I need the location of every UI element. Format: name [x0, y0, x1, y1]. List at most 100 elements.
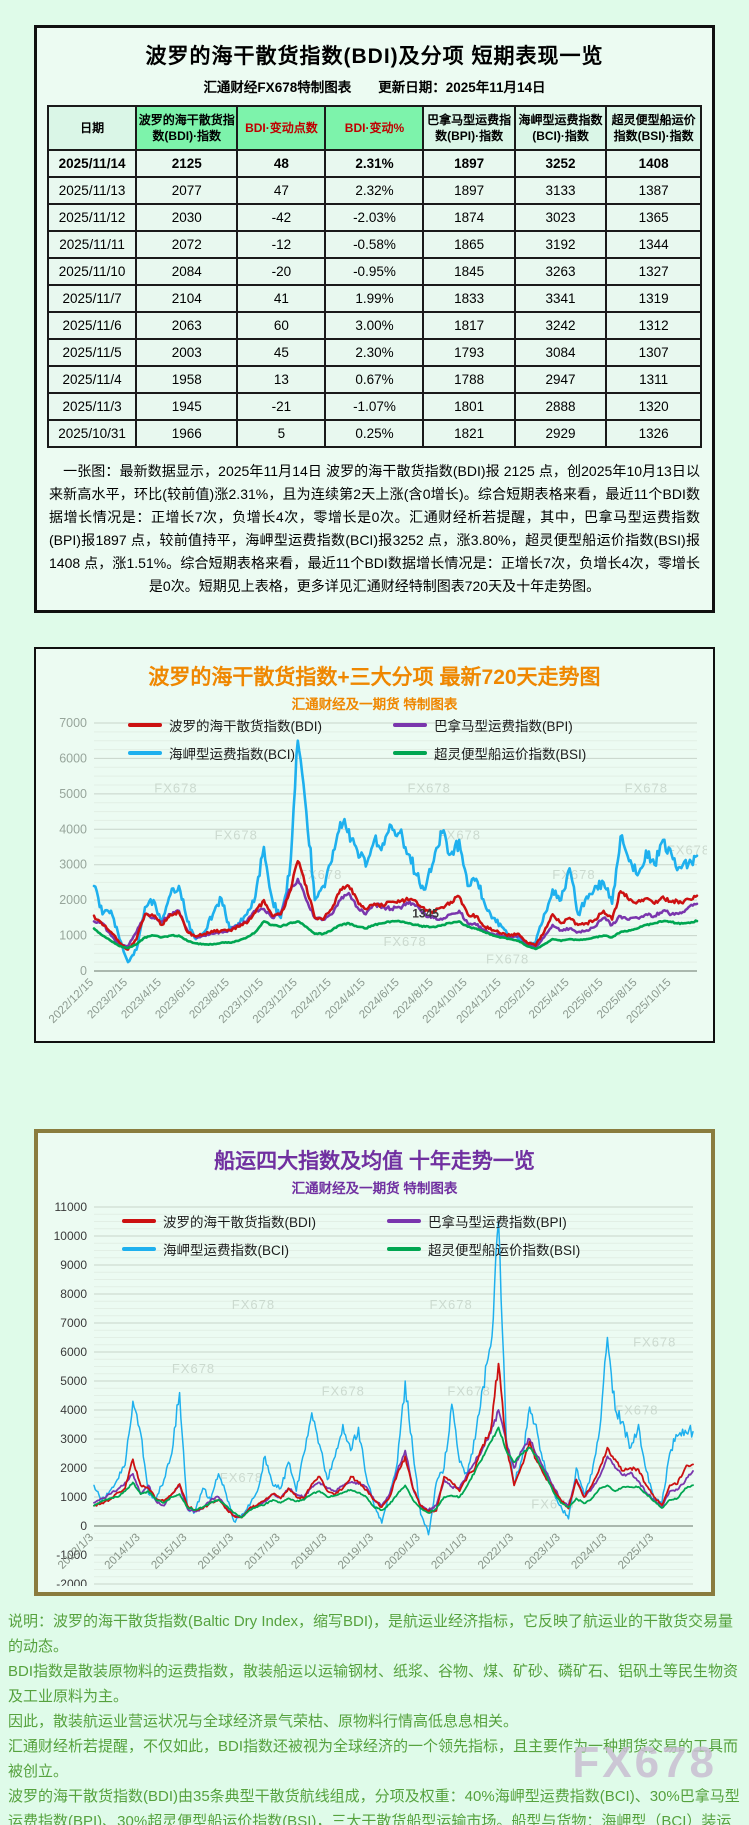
chart-720d-plot: 0 1000 2000 3000 4000 5000 6000 7000 FX678 FX678 F… [47, 717, 707, 1026]
y-tick-label: 3000 [60, 1432, 87, 1446]
table-title: 波罗的海干散货指数(BDI)及分项 短期表现一览 [145, 45, 604, 68]
table-cell: 47 [236, 176, 327, 206]
table-cell: 2929 [513, 419, 608, 449]
table-row: 2025/11/12 2030 -42 -2.03% 1874 3023 1365 [46, 203, 702, 233]
table-cell: 3242 [513, 311, 608, 341]
table-cell: 2025/11/3 [46, 392, 138, 422]
table-row: 2025/11/3 1945 -21 -1.07% 1801 2888 1320 [46, 392, 702, 422]
table-cell: 1793 [422, 338, 516, 368]
x-tick-label: 2023/1/3 [523, 1532, 563, 1572]
table-row: 2025/11/14 2125 48 2.31% 1897 3252 1408 [46, 149, 702, 179]
table-row: 2025/11/4 1958 13 0.67% 1788 2947 1311 [46, 365, 702, 395]
table-cell: 2.31% [324, 149, 425, 179]
column-header: BDI·变动% [324, 104, 425, 152]
column-header: 波罗的海干散货指数(BDI)·指数 [135, 104, 239, 152]
table-cell: 1874 [422, 203, 516, 233]
chart-720d-panel: 波罗的海干散货指数+三大分项 最新720天走势图 汇通财经及一期货 特制图表 波… [34, 647, 715, 1044]
x-tick-label: 2024/1/3 [569, 1532, 609, 1572]
table-cell: 1865 [422, 230, 516, 260]
table-cell: 2104 [135, 284, 239, 314]
y-tick-label: 6000 [60, 1345, 87, 1359]
chart-watermark: FX678 [154, 781, 197, 796]
table-cell: -0.95% [324, 257, 425, 287]
x-tick-label: 2022/1/3 [476, 1532, 516, 1572]
short-term-table-panel: 波罗的海干散货指数(BDI)及分项 短期表现一览 汇通财经FX678特制图表 更… [34, 25, 715, 614]
chart-watermark: FX678 [322, 1384, 365, 1399]
chart-10y-panel: 船运四大指数及均值 十年走势一览 汇通财经及一期货 特制图表 波罗的海干散货指数… [34, 1129, 715, 1597]
chart-10y-subtitle: 汇通财经及一期货 特制图表 [291, 1181, 458, 1197]
chart-watermark: FX678 [215, 828, 258, 843]
table-cell: 1311 [605, 365, 702, 395]
chart-watermark: FX678 [429, 1297, 472, 1312]
table-cell: 13 [236, 365, 327, 395]
y-tick-label: 4000 [60, 1403, 87, 1417]
table-cell: 2025/11/6 [46, 311, 138, 341]
table-row: 2025/10/31 1966 5 0.25% 1821 2929 1326 [46, 419, 702, 449]
table-cell: 48 [236, 149, 327, 179]
table-cell: 1821 [422, 419, 516, 449]
table-cell: 2084 [135, 257, 239, 287]
y-tick-label: 4000 [59, 823, 87, 837]
table-row: 2025/11/7 2104 41 1.99% 1833 3341 1319 [46, 284, 702, 314]
table-cell: 2025/11/11 [46, 230, 138, 260]
x-tick-label: 2014/1/3 [103, 1532, 143, 1572]
footnote: 说明：波罗的海干散货指数(Baltic Dry Index，缩写BDI)，是航运… [0, 1596, 749, 1825]
y-tick-label: 0 [80, 1519, 87, 1533]
fx678-watermark: FX678 [572, 1738, 717, 1787]
chart-10y-area: 波罗的海干散货指数(BDI) 巴拿马型运费指数(BPI) 海岬型运费指数(BCI) 超… [44, 1201, 705, 1586]
table-cell: 3192 [513, 230, 608, 260]
y-tick-label: 9000 [60, 1258, 87, 1272]
summary-paragraph: 一张图：最新数据显示，2025年11月14日 波罗的海干散货指数(BDI)报 2… [49, 463, 700, 595]
table-cell: 1958 [135, 365, 239, 395]
series-line [93, 1426, 694, 1519]
y-tick-label: 8000 [60, 1287, 87, 1301]
series-line [93, 1221, 694, 1536]
chart-watermark: FX678 [438, 828, 481, 843]
table-cell: 2025/11/5 [46, 338, 138, 368]
table-cell: 2025/11/14 [46, 149, 138, 179]
chart-watermark: FX678 [408, 781, 451, 796]
table-cell: 1344 [605, 230, 702, 260]
table-cell: 3.00% [324, 311, 425, 341]
footnote-line: 波罗的海干散货指数(BDI)由35条典型干散货航线组成，分项及权重：40%海岬型… [8, 1788, 740, 1825]
table-cell: 1817 [422, 311, 516, 341]
table-cell: 3341 [513, 284, 608, 314]
series-line [92, 919, 699, 951]
table-cell: 1788 [422, 365, 516, 395]
table-cell: -12 [236, 230, 327, 260]
x-tick-label: 2019/1/3 [336, 1532, 376, 1572]
y-tick-label: 2000 [59, 894, 87, 908]
table-cell: -42 [236, 203, 327, 233]
table-subtitle: 汇通财经FX678特制图表 更新日期：2025年11月14日 [203, 80, 546, 95]
footnote-line: BDI指数是散装原物料的运费指数，散装船运以运输钢材、纸浆、谷物、煤、矿砂、磷矿… [8, 1663, 739, 1706]
table-row: 2025/11/6 2063 60 3.00% 1817 3242 1312 [46, 311, 702, 341]
chart-watermark: FX678 [552, 868, 595, 883]
chart-watermark: FX678 [383, 935, 426, 950]
table-cell: 1408 [605, 149, 702, 179]
y-tick-label: 10000 [54, 1229, 88, 1243]
table-cell: -2.03% [324, 203, 425, 233]
y-tick-label: 7000 [59, 717, 87, 730]
y-tick-label: 11000 [55, 1201, 88, 1214]
table-cell: 1327 [605, 257, 702, 287]
table-cell: 41 [236, 284, 327, 314]
table-cell: 2.32% [324, 176, 425, 206]
table-cell: 2947 [513, 365, 608, 395]
x-tick-label: 2025/1/3 [616, 1532, 656, 1572]
table-cell: 2025/11/12 [46, 203, 138, 233]
data-label: 1345 [412, 907, 439, 921]
x-tick-label: 2015/1/3 [149, 1532, 189, 1572]
table-cell: 2025/11/4 [46, 365, 138, 395]
table-row: 2025/11/10 2084 -20 -0.95% 1845 3263 1327 [46, 257, 702, 287]
x-tick-label: 2020/1/3 [383, 1532, 423, 1572]
column-header: 海岬型运费指数(BCI)·指数 [513, 104, 608, 152]
y-tick-label: -1000 [56, 1548, 87, 1562]
y-tick-label: 3000 [59, 858, 87, 872]
table-cell: 1320 [605, 392, 702, 422]
y-tick-label: 2000 [60, 1461, 87, 1475]
series-line [92, 860, 699, 952]
y-tick-label: 0 [80, 964, 87, 978]
table-cell: 2125 [135, 149, 239, 179]
table-cell: 1897 [422, 176, 516, 206]
